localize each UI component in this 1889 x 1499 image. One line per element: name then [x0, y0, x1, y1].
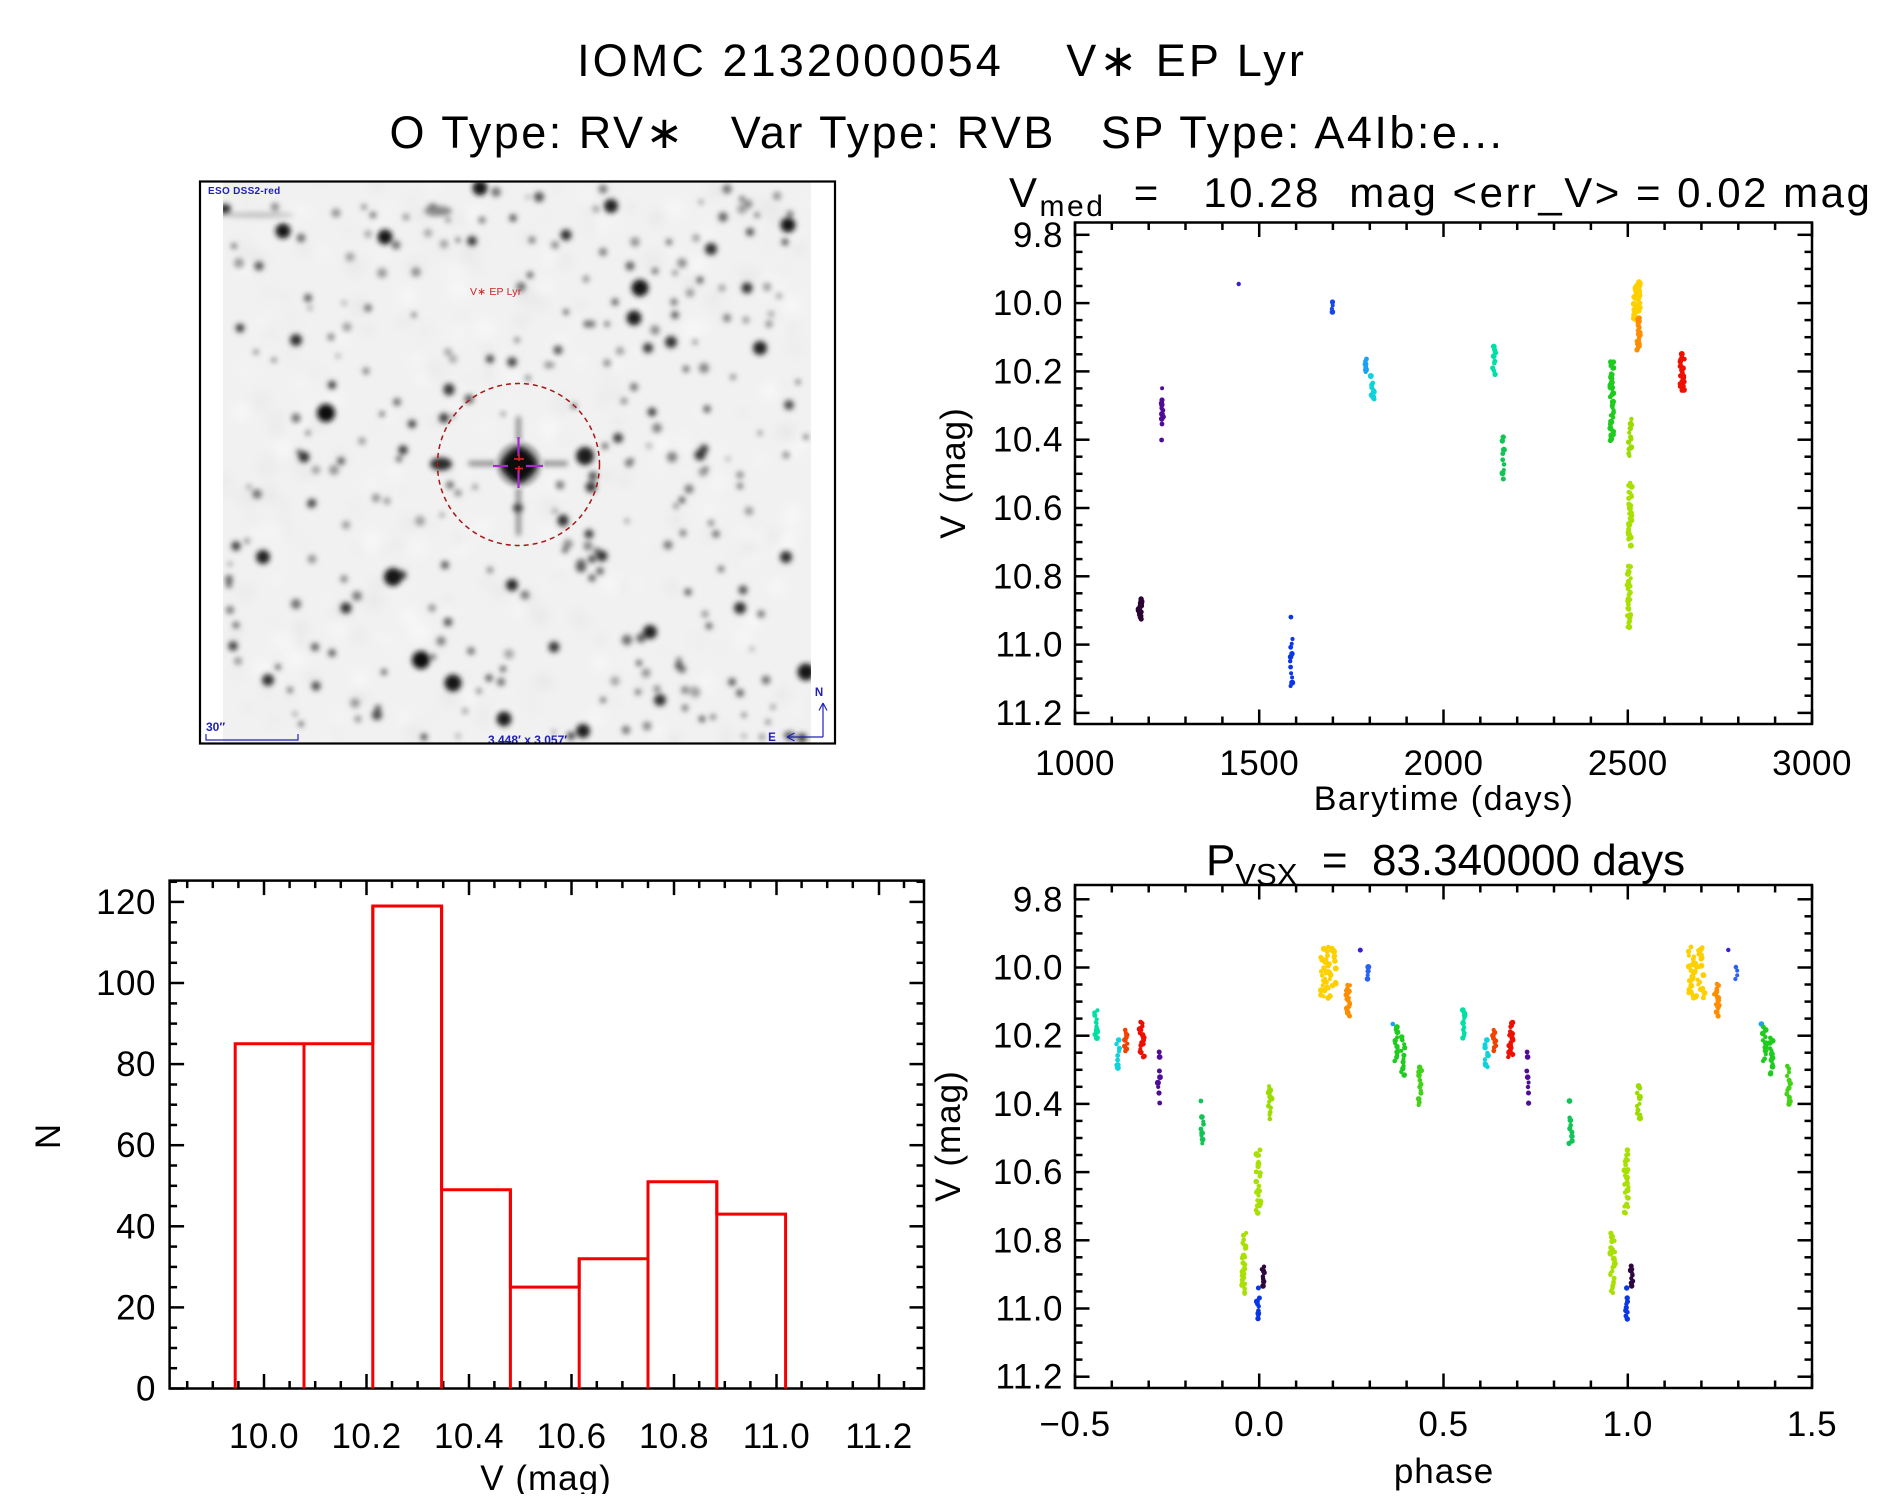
- svg-text:N: N: [29, 1123, 68, 1149]
- svg-text:V (mag): V (mag): [929, 1070, 968, 1201]
- svg-text:10.0: 10.0: [993, 949, 1063, 988]
- svg-text:10.4: 10.4: [993, 1085, 1063, 1124]
- svg-text:30″: 30″: [206, 720, 225, 734]
- svg-text:1500: 1500: [1219, 744, 1299, 783]
- svg-text:11.0: 11.0: [995, 626, 1063, 665]
- svg-text:E: E: [768, 732, 776, 744]
- svg-text:10.4: 10.4: [993, 421, 1063, 460]
- svg-text:10.6: 10.6: [536, 1417, 606, 1456]
- svg-text:11.2: 11.2: [845, 1417, 913, 1456]
- svg-text:V∗ EP Lyr: V∗ EP Lyr: [470, 286, 522, 298]
- svg-text:0.5: 0.5: [1418, 1405, 1468, 1444]
- svg-text:100: 100: [96, 964, 156, 1003]
- svg-text:0.0: 0.0: [1234, 1405, 1284, 1444]
- svg-text:2500: 2500: [1588, 744, 1668, 783]
- svg-text:ESO DSS2-red: ESO DSS2-red: [208, 186, 281, 197]
- svg-text:20: 20: [116, 1288, 156, 1327]
- svg-text:10.2: 10.2: [331, 1417, 401, 1456]
- svg-text:phase: phase: [1394, 1452, 1494, 1491]
- svg-text:O Type: RV∗ Var Type: RVB: O Type: RV∗ Var Type: RVB SP Type: A4Ib:…: [390, 107, 1505, 158]
- svg-text:−0.5: −0.5: [1039, 1405, 1110, 1444]
- svg-text:11.2: 11.2: [995, 1358, 1063, 1397]
- svg-text:10.6: 10.6: [993, 489, 1063, 528]
- svg-text:10.0: 10.0: [993, 284, 1063, 323]
- svg-text:N: N: [815, 687, 823, 699]
- svg-text:3000: 3000: [1772, 744, 1852, 783]
- svg-text:10.8: 10.8: [993, 557, 1063, 596]
- svg-text:0: 0: [136, 1370, 156, 1409]
- svg-text:80: 80: [116, 1045, 156, 1084]
- svg-text:3.448′ x 3.057′: 3.448′ x 3.057′: [488, 733, 567, 747]
- svg-text:2000: 2000: [1404, 744, 1484, 783]
- svg-text:40: 40: [116, 1207, 156, 1246]
- svg-text:V (mag): V (mag): [480, 1459, 611, 1494]
- svg-text:1.5: 1.5: [1787, 1405, 1837, 1444]
- svg-text:9.8: 9.8: [1013, 880, 1063, 919]
- svg-text:11.2: 11.2: [995, 694, 1063, 733]
- svg-text:10.8: 10.8: [993, 1221, 1063, 1260]
- svg-text:V (mag): V (mag): [934, 407, 973, 538]
- svg-text:11.0: 11.0: [995, 1290, 1063, 1329]
- svg-text:10.0: 10.0: [229, 1417, 299, 1456]
- svg-text:1.0: 1.0: [1603, 1405, 1653, 1444]
- svg-text:Barytime (days): Barytime (days): [1314, 780, 1575, 818]
- svg-text:Vmed = 10.28 mag <err_V> =: Vmed = 10.28 mag <err_V> = 0.02 mag: [1009, 169, 1872, 223]
- svg-text:10.2: 10.2: [993, 1017, 1063, 1056]
- svg-text:10.8: 10.8: [639, 1417, 709, 1456]
- svg-text:IOMC 2132000054 V∗ EP Lyr: IOMC 2132000054 V∗ EP Lyr: [577, 35, 1307, 86]
- svg-text:10.6: 10.6: [993, 1153, 1063, 1192]
- svg-text:1000: 1000: [1035, 744, 1115, 783]
- svg-text:10.2: 10.2: [993, 352, 1063, 391]
- svg-text:11.0: 11.0: [743, 1417, 811, 1456]
- svg-text:10.4: 10.4: [434, 1417, 504, 1456]
- svg-text:120: 120: [96, 883, 156, 922]
- svg-text:60: 60: [116, 1126, 156, 1165]
- svg-text:9.8: 9.8: [1013, 216, 1063, 255]
